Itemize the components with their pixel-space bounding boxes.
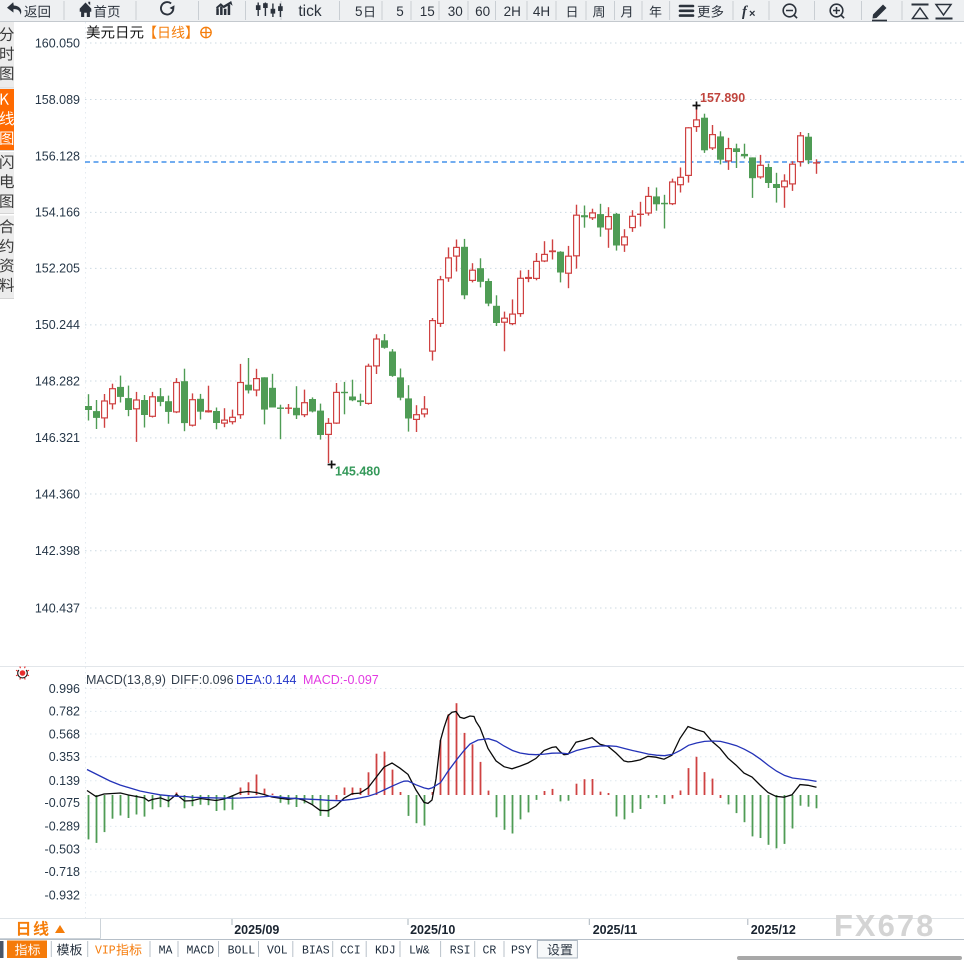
svg-text:146.321: 146.321 [35,431,80,445]
svg-text:-0.932: -0.932 [45,888,80,902]
svg-text:142.398: 142.398 [35,544,80,558]
svg-text:158.089: 158.089 [35,93,80,107]
svg-text:5: 5 [396,4,404,19]
svg-text:2025/12: 2025/12 [751,923,796,937]
svg-text:150.244: 150.244 [35,318,80,332]
svg-text:0.996: 0.996 [49,682,80,696]
svg-text:-0.718: -0.718 [45,865,80,879]
svg-text:2025/11: 2025/11 [593,923,638,937]
svg-text:60: 60 [475,4,490,19]
svg-text:160.050: 160.050 [35,36,80,50]
svg-text:0.782: 0.782 [49,705,80,719]
svg-text:MACD(13,8,9): MACD(13,8,9) [86,673,166,687]
svg-text:KDJ: KDJ [375,945,396,958]
svg-text:30: 30 [448,4,463,19]
svg-text:-0.503: -0.503 [45,842,80,856]
svg-text:FX678: FX678 [834,908,935,943]
svg-text:VIP: VIP [95,945,116,958]
svg-text:×: × [749,8,755,20]
svg-text:CR: CR [483,945,497,958]
svg-text:152.205: 152.205 [35,262,80,276]
svg-text:DIFF:0.096: DIFF:0.096 [171,673,234,687]
svg-text:0.139: 0.139 [49,774,80,788]
svg-text:MACD:-0.097: MACD:-0.097 [303,673,379,687]
svg-text:MACD: MACD [187,945,215,958]
svg-text:15: 15 [420,4,435,19]
svg-text:-0.075: -0.075 [45,796,80,810]
svg-text:RSI: RSI [450,945,471,958]
svg-text:BIAS: BIAS [302,945,330,958]
svg-text:154.166: 154.166 [35,206,80,220]
svg-text:CCI: CCI [340,945,361,958]
svg-text:0.353: 0.353 [49,750,80,764]
svg-text:BOLL: BOLL [228,945,256,958]
svg-text:148.282: 148.282 [35,374,80,388]
svg-text:2025/09: 2025/09 [234,923,279,937]
svg-text:DEA:0.144: DEA:0.144 [236,673,297,687]
svg-text:PSY: PSY [511,945,532,958]
svg-text:157.890: 157.890 [700,91,745,105]
svg-text:4H: 4H [533,4,550,19]
svg-text:MA: MA [159,945,173,958]
svg-text:156.128: 156.128 [35,149,80,163]
svg-text:LW&: LW& [409,945,430,958]
svg-text:5: 5 [355,4,363,19]
svg-text:2H: 2H [504,4,521,19]
svg-text:0.568: 0.568 [49,727,80,741]
svg-text:140.437: 140.437 [35,601,80,615]
svg-text:145.480: 145.480 [335,465,380,479]
svg-text:2025/10: 2025/10 [410,923,455,937]
svg-text:144.360: 144.360 [35,487,80,501]
svg-text:-0.289: -0.289 [45,820,80,834]
svg-text:f: f [742,4,749,20]
svg-text:VOL: VOL [267,945,288,958]
svg-text:tick: tick [298,3,322,20]
